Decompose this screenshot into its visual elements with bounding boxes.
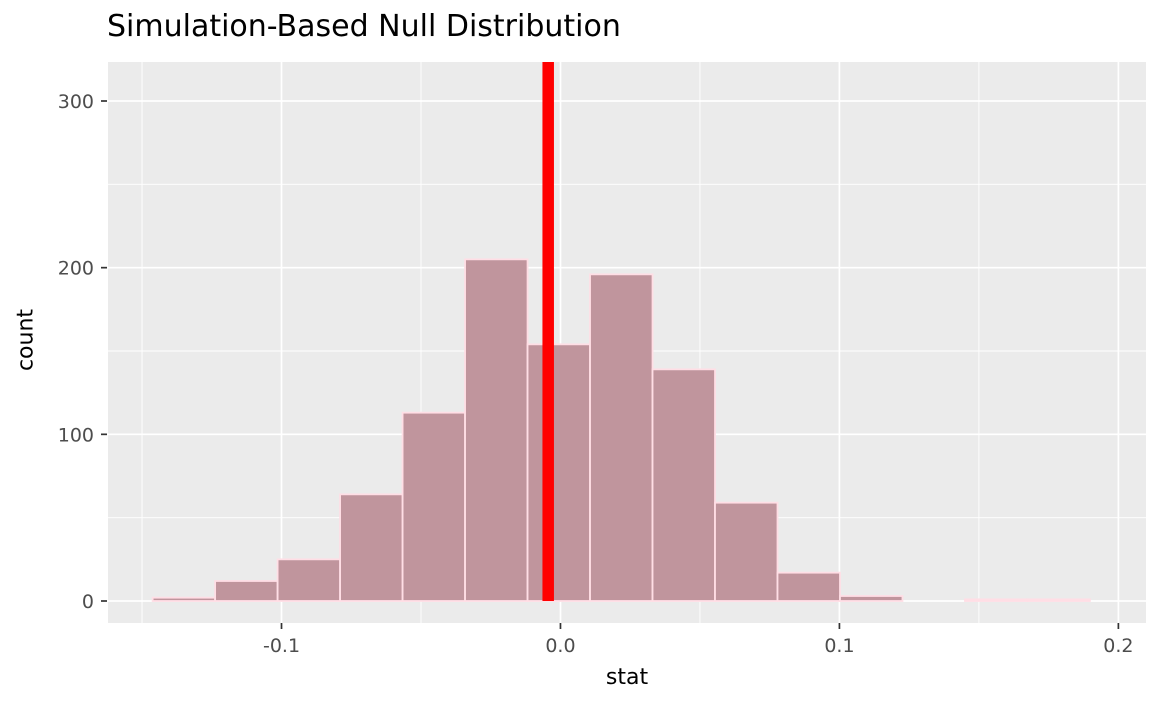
histogram-bar — [589, 273, 654, 602]
histogram-bar — [214, 580, 279, 602]
histogram-bar — [651, 368, 716, 602]
observed-stat-line — [542, 62, 554, 601]
y-tick-label: 100 — [58, 424, 94, 446]
x-tick-label: -0.1 — [263, 635, 300, 657]
x-tick-label: 0.0 — [545, 635, 575, 657]
histogram-bar — [1026, 598, 1091, 602]
histogram-bar — [464, 258, 529, 602]
x-axis-title: stat — [605, 665, 649, 690]
plot-title: Simulation-Based Null Distribution — [107, 9, 621, 44]
histogram-bar — [776, 571, 841, 602]
histogram-bar — [339, 493, 404, 602]
histogram-bar — [964, 598, 1029, 602]
histogram-bar — [526, 343, 591, 602]
histogram-bar — [276, 558, 341, 602]
x-tick-label: 0.2 — [1103, 635, 1133, 657]
histogram-bar — [714, 501, 779, 602]
y-axis-title: count — [13, 308, 39, 372]
y-tick-label: 0 — [82, 591, 94, 613]
y-tick-label: 200 — [58, 258, 94, 280]
histogram-bar — [401, 411, 466, 602]
histogram-bar — [151, 596, 217, 602]
histogram-bar — [839, 595, 904, 602]
y-tick-label: 300 — [58, 91, 94, 113]
x-tick-label: 0.1 — [824, 635, 854, 657]
